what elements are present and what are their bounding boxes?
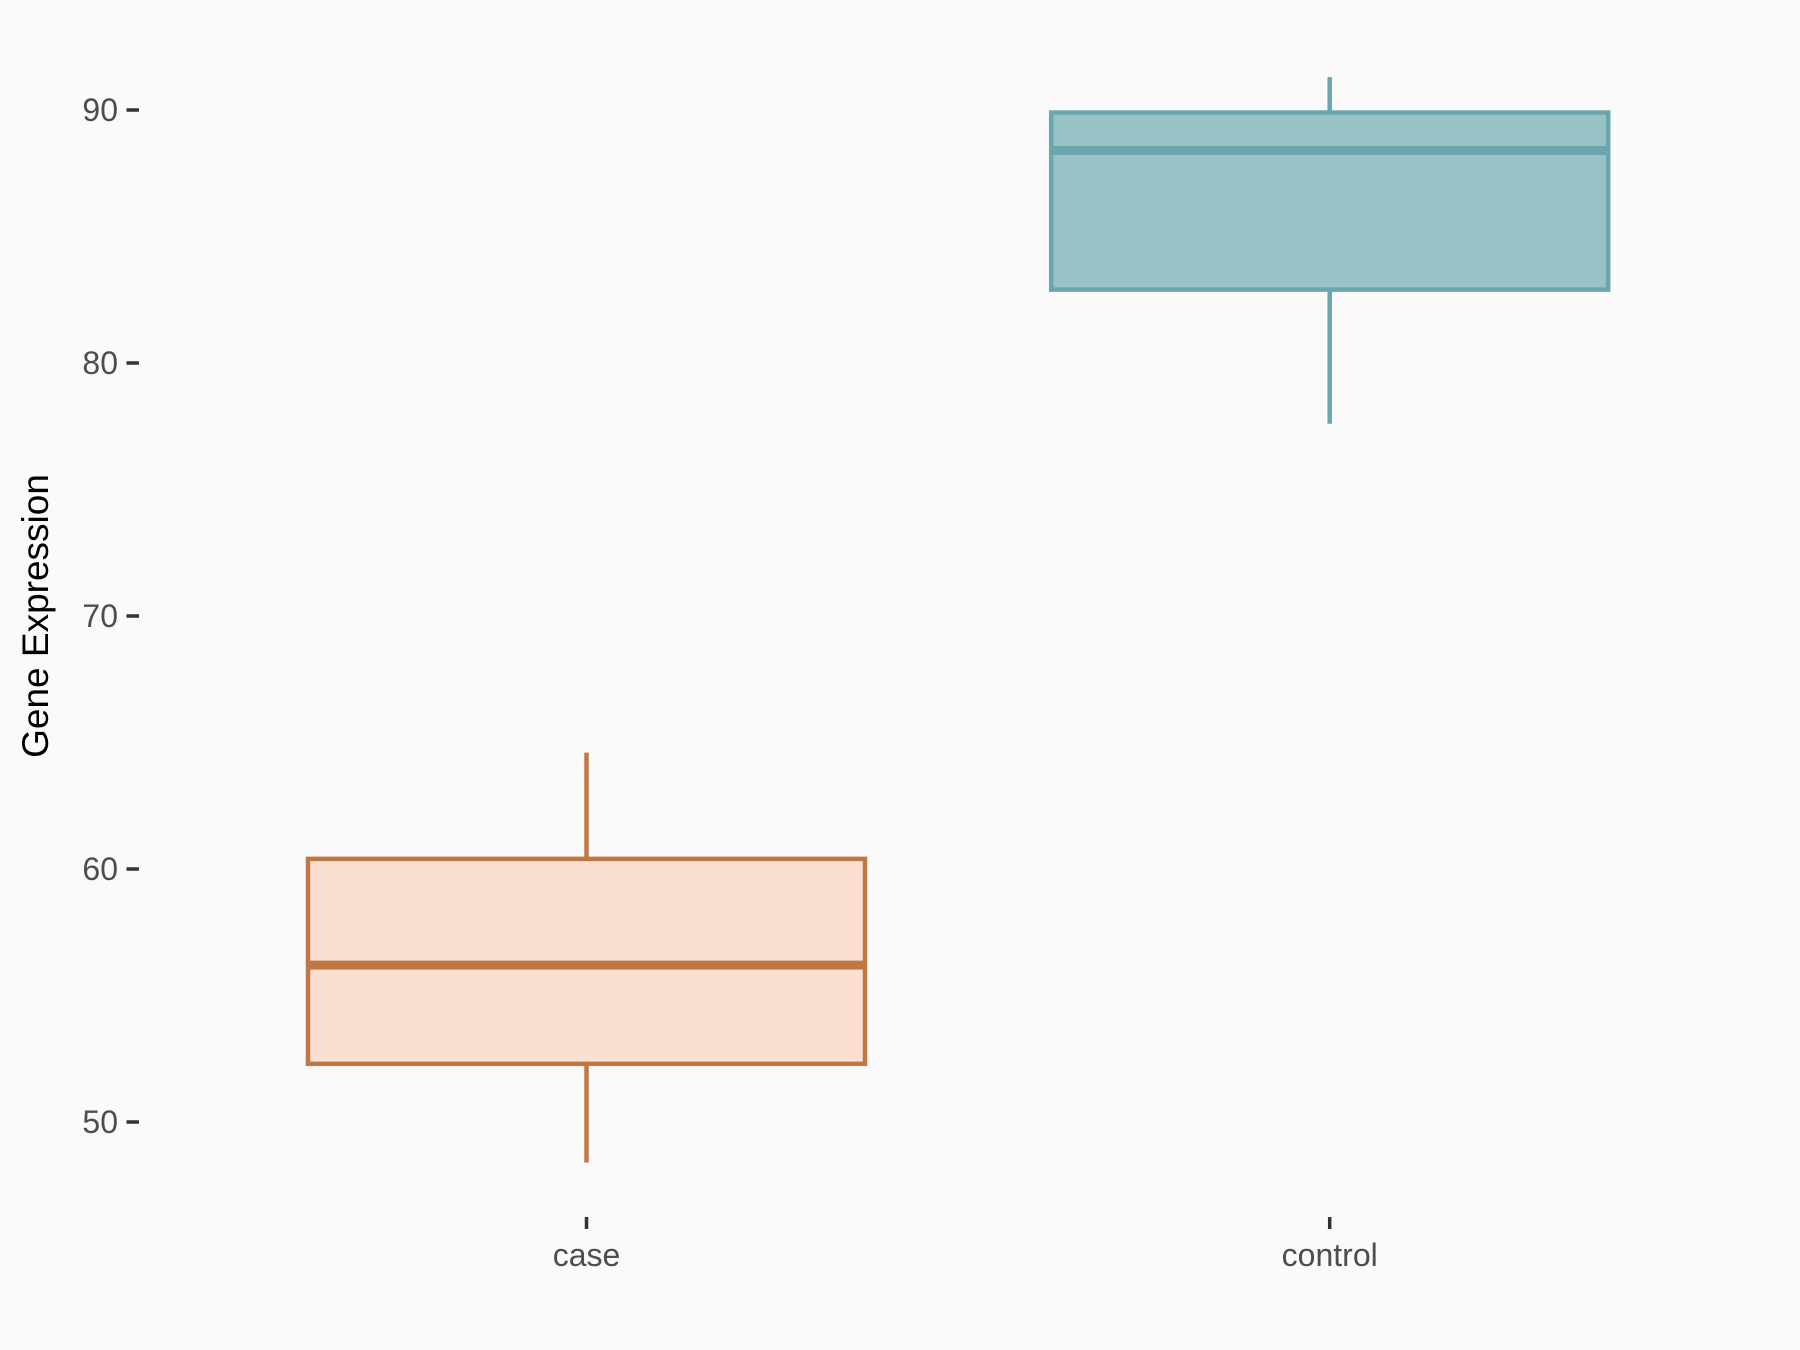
y-axis-title: Gene Expression	[15, 474, 56, 758]
y-axis: 90 80 70 60 50	[82, 92, 139, 1140]
control-box	[1048, 110, 1611, 292]
x-axis: case control	[553, 1217, 1378, 1273]
y-tick-label-50: 50	[82, 1104, 118, 1140]
y-tick-label-90: 90	[82, 92, 118, 128]
x-axis-label-case: case	[553, 1237, 621, 1273]
x-axis-label-control: control	[1282, 1237, 1378, 1273]
y-tick-label-80: 80	[82, 345, 118, 381]
y-tick-label-70: 70	[82, 598, 118, 634]
boxes	[305, 77, 1611, 1163]
y-tick-label-60: 60	[82, 851, 118, 887]
